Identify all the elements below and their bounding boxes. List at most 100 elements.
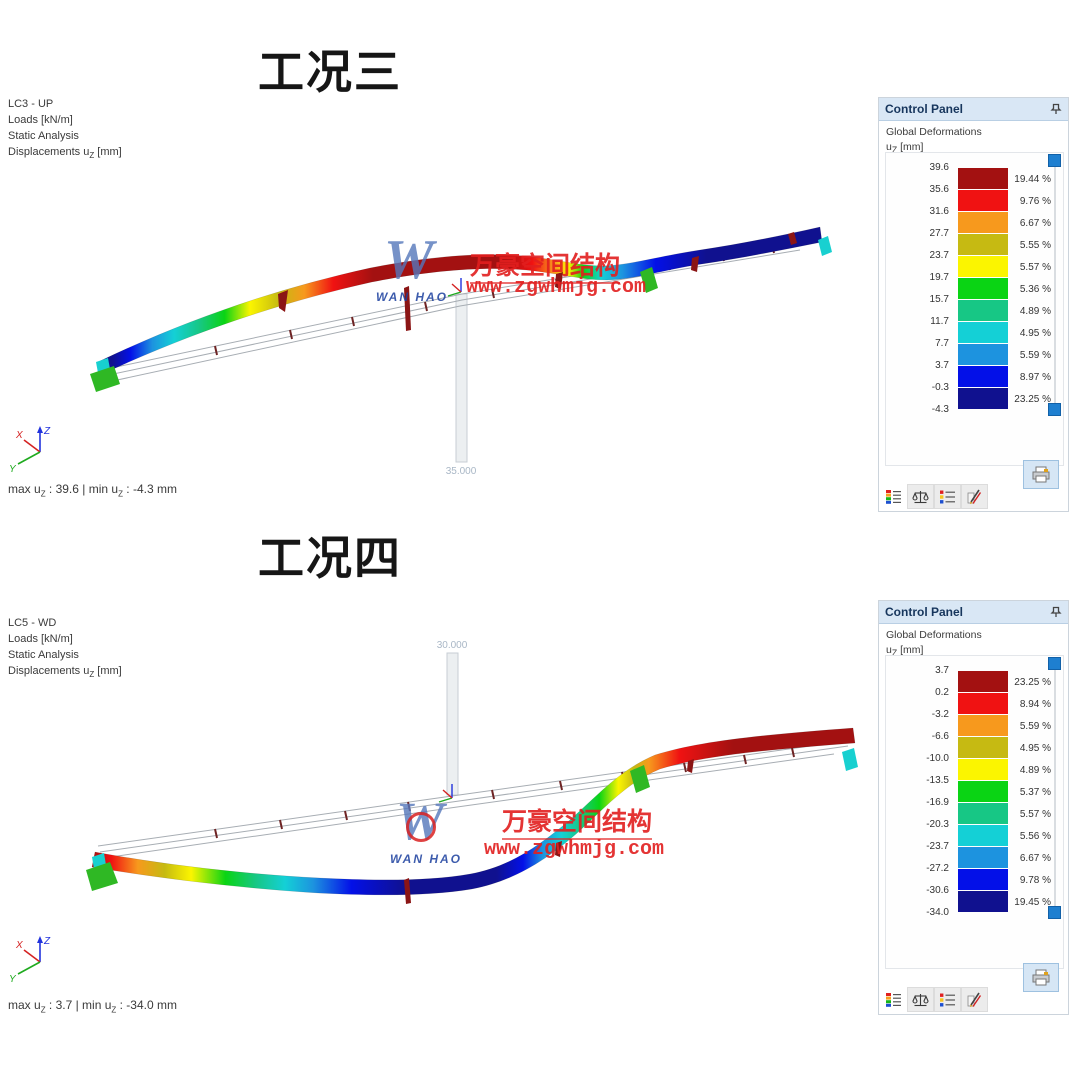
legend-percent: 19.44 % [1014,174,1051,185]
legend-value: -6.6 [931,731,949,742]
load-case-label: LC3 - UP [8,98,54,110]
tab-color-scale[interactable] [880,987,907,1012]
legend-color-block [958,234,1008,255]
legend-color-block [958,693,1008,714]
legend-percent: 4.89 % [1019,306,1051,317]
tab-filter[interactable] [934,484,961,509]
panel-header[interactable]: Control Panel [879,98,1068,121]
legend-color-block [958,737,1008,758]
legend-percent: 9.76 % [1019,196,1051,207]
axis-x-label: X [15,940,23,951]
analysis-label: Static Analysis [8,130,79,142]
mast-triad [438,784,453,803]
legend-value: 15.7 [929,294,949,305]
axis-triad-2: Z X Y [9,936,51,985]
supports [86,748,858,891]
legend-color-block [958,190,1008,211]
legend-value: -3.2 [931,709,949,720]
legend-color-block [958,715,1008,736]
edit-pen-icon [967,489,982,504]
axis-x-label: X [15,430,23,441]
legend-value: -20.3 [926,819,949,830]
legend-percent: 4.89 % [1019,765,1051,776]
panel-header[interactable]: Control Panel [879,601,1068,624]
panel-subtitle-block: Global Deformations uZ [mm] [886,125,982,158]
view-info-block-2: LC5 - WD Loads [kN/m] Static Analysis Di… [8,615,122,683]
case-title-2: 工况四 [258,532,402,584]
filter-list-icon [940,490,955,503]
legend-value: 3.7 [935,360,949,371]
legend-color-block [958,847,1008,868]
legend-color-block [958,278,1008,299]
balance-scale-icon [912,490,929,503]
loads-label: Loads [kN/m] [8,633,73,645]
legend-percent: 5.56 % [1019,831,1051,842]
mast-column [455,293,468,463]
panel-result-label: Global Deformations [886,126,982,138]
deformed-beam [91,727,856,896]
filter-list-icon [940,993,955,1006]
legend-percent: 6.67 % [1019,218,1051,229]
legend-value: -16.9 [926,797,949,808]
cables [97,739,854,859]
legend-value: 39.6 [929,162,949,173]
tab-edit[interactable] [961,484,988,509]
legend-color-block [958,366,1008,387]
legend-percent: 5.57 % [1019,262,1051,273]
legend-percent: 5.37 % [1019,787,1051,798]
legend-color-block [958,388,1008,409]
tab-filter[interactable] [934,987,961,1012]
legend-value: 35.6 [929,184,949,195]
printer-icon [1032,466,1050,482]
panel-print-button[interactable] [1023,460,1059,489]
legend-slider-handle-top[interactable] [1048,657,1061,670]
color-scale-icon [886,992,901,1007]
analysis-label: Static Analysis [8,649,79,661]
maxmin-result-2: max uZ : 3.7 | min uZ : -34.0 mm [8,998,177,1015]
printer-icon [1032,969,1050,985]
legend-percent: 4.95 % [1019,743,1051,754]
loads-label: Loads [kN/m] [8,114,73,126]
control-panel-1: Control Panel Global Deformations uZ [mm] 3… [878,97,1069,512]
panel-tab-bar [880,987,988,1013]
panel-print-button[interactable] [1023,963,1059,992]
axis-triad-1: Z X Y [9,426,51,475]
legend-value: 23.7 [929,250,949,261]
panel-tab-bar [880,484,988,510]
legend-slider-handle-bottom[interactable] [1048,403,1061,416]
balance-scale-icon [912,993,929,1006]
legend-color-block [958,256,1008,277]
legend-value: 0.2 [935,687,949,698]
cable-clamps [214,747,795,839]
tab-factors[interactable] [907,987,934,1012]
legend-color-block [958,803,1008,824]
legend-value: -30.6 [926,885,949,896]
axis-z-label: Z [43,426,51,437]
legend-percent: 6.67 % [1019,853,1051,864]
tab-factors[interactable] [907,484,934,509]
legend-color-block [958,300,1008,321]
legend-value: -13.5 [926,775,949,786]
legend-percent: 5.57 % [1019,809,1051,820]
legend-color-block [958,344,1008,365]
pin-icon[interactable] [1050,103,1062,115]
tab-edit[interactable] [961,987,988,1012]
legend-slider-handle-bottom[interactable] [1048,906,1061,919]
mast-triad [447,278,462,297]
result-type-label: Displacements uZ [mm] [8,146,122,161]
control-panel-2: Control Panel Global Deformations uZ [mm] 3… [878,600,1069,1015]
legend-slider-handle-top[interactable] [1048,154,1061,167]
legend-value: -0.3 [931,382,949,393]
legend-percent: 5.59 % [1019,721,1051,732]
legend-percent: 5.36 % [1019,284,1051,295]
legend-value: -10.0 [926,753,949,764]
tab-color-scale[interactable] [880,484,907,509]
pin-icon[interactable] [1050,606,1062,618]
legend-color-block [958,869,1008,890]
legend-color-block [958,671,1008,692]
legend-color-block [958,891,1008,912]
legend-percent: 8.97 % [1019,372,1051,383]
result-type-label: Displacements uZ [mm] [8,665,122,680]
panel-unit-label: uZ [mm] [886,141,924,156]
beam-fins [278,232,797,331]
